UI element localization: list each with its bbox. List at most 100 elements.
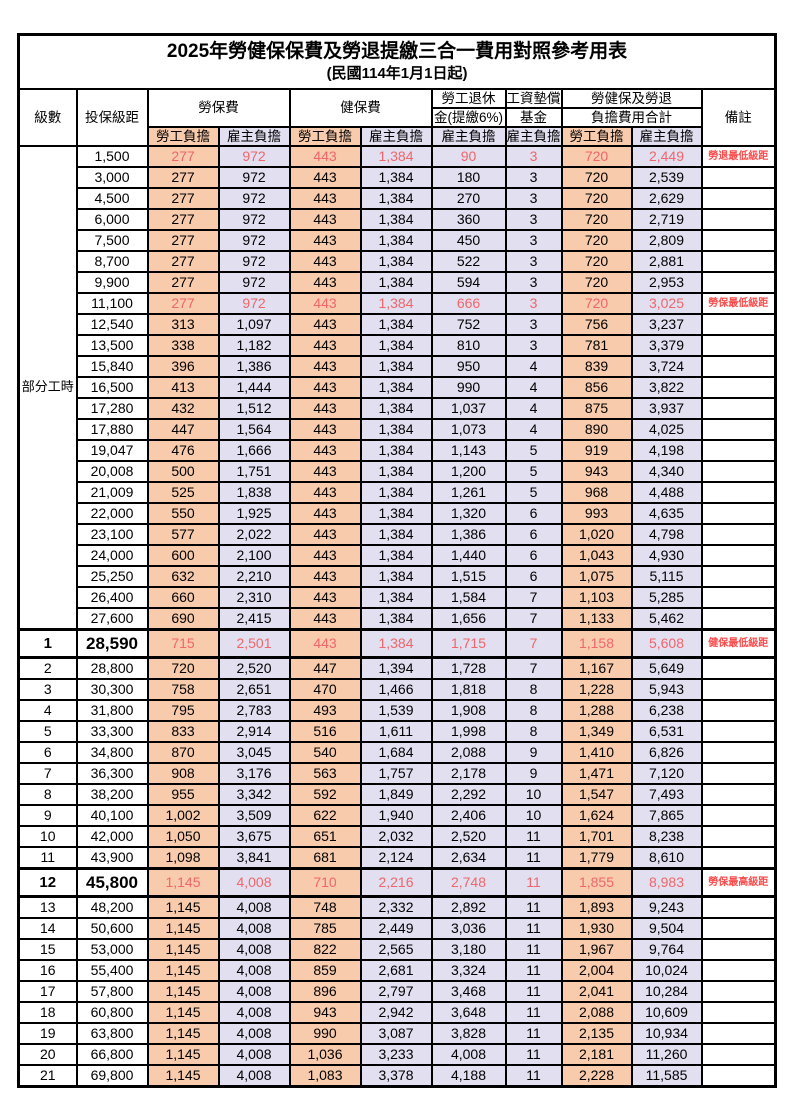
- cell-remark: [700, 439, 777, 462]
- title-block: 2025年勞健保保費及勞退提繳三合一費用對照參考用表 (民國114年1月1日起): [17, 33, 777, 90]
- cell-remark: [700, 544, 777, 567]
- cell-labor-employer: 4,008: [217, 1064, 291, 1088]
- cell-remark: [700, 699, 777, 722]
- cell-health-employee: 443: [288, 502, 362, 525]
- cell-bracket: 26,400: [75, 586, 149, 609]
- cell-bracket: 33,300: [75, 720, 149, 743]
- cell-pension-employer: 1,715: [430, 628, 507, 659]
- cell-health-employer: 1,384: [359, 502, 433, 525]
- cell-pension-employer: 180: [430, 166, 507, 189]
- cell-total-employer: 6,531: [630, 720, 703, 743]
- cell-bracket: 1,500: [75, 145, 149, 168]
- cell-pension-employer: 1,143: [430, 439, 507, 462]
- cell-bracket: 3,000: [75, 166, 149, 189]
- cell-labor-employer: 2,210: [217, 565, 291, 588]
- cell-labor-employer: 1,444: [217, 376, 291, 399]
- cell-total-employee: 2,135: [560, 1022, 633, 1045]
- cell-pension-employer: 2,520: [430, 825, 507, 848]
- header-row-3: 勞工負擔 雇主負擔 勞工負擔 雇主負擔 雇主負擔 雇主負擔 勞工負擔 雇主負擔: [19, 126, 776, 147]
- cell-labor-employer: 972: [217, 166, 291, 189]
- cell-health-employer: 1,384: [359, 481, 433, 504]
- cell-total-employer: 4,798: [630, 523, 703, 546]
- cell-level: 1: [17, 628, 78, 659]
- cell-fund-employer: 3: [504, 292, 563, 315]
- cell-health-employer: 1,466: [359, 678, 433, 701]
- cell-fund-employer: 8: [504, 699, 563, 722]
- cell-total-employee: 890: [560, 418, 633, 441]
- cell-health-employer: 2,449: [359, 917, 433, 940]
- cell-bracket: 31,800: [75, 699, 149, 722]
- table-row: 17 57,800 1,145 4,008 896 2,797 3,468 11 2,041 10…: [17, 980, 777, 1003]
- cell-labor-employer: 1,838: [217, 481, 291, 504]
- cell-bracket: 17,880: [75, 418, 149, 441]
- cell-health-employer: 1,384: [359, 460, 433, 483]
- cell-total-employer: 7,493: [630, 783, 703, 806]
- cell-health-employer: 1,539: [359, 699, 433, 722]
- cell-pension-employer: 1,320: [430, 502, 507, 525]
- cell-total-employee: 1,288: [560, 699, 633, 722]
- cell-labor-employee: 577: [146, 523, 220, 546]
- subheader-labor-employer: 雇主負擔: [217, 126, 291, 147]
- cell-total-employee: 839: [560, 355, 633, 378]
- cell-total-employee: 1,228: [560, 678, 633, 701]
- cell-remark: [700, 481, 777, 504]
- table-row: 3,000 277 972 443 1,384 180 3 720 2,539: [19, 166, 777, 189]
- cell-labor-employer: 1,097: [217, 313, 291, 336]
- cell-labor-employee: 908: [146, 762, 220, 785]
- cell-fund-employer: 11: [504, 917, 563, 940]
- subheader-fund-employer: 雇主負擔: [504, 126, 563, 147]
- cell-pension-employer: 1,656: [430, 607, 507, 631]
- cell-labor-employer: 4,008: [217, 938, 291, 961]
- cell-total-employee: 2,004: [560, 959, 633, 982]
- cell-pension-employer: 90: [430, 145, 507, 168]
- cell-pension-employer: 1,037: [430, 397, 507, 420]
- cell-level: 7: [17, 762, 78, 785]
- cell-remark: [700, 804, 777, 827]
- cell-bracket: 23,100: [75, 523, 149, 546]
- cell-level: 14: [17, 917, 78, 940]
- cell-remark: [700, 1043, 777, 1066]
- cell-labor-employee: 277: [146, 187, 220, 210]
- header-row-1: 級數 投保級距 勞保費 健保費 勞工退休 工資墊償 勞健保及勞退 備註: [17, 88, 777, 147]
- cell-level: 2: [17, 656, 78, 680]
- cell-level: 16: [17, 959, 78, 982]
- cell-total-employer: 8,610: [630, 846, 703, 870]
- cell-pension-employer: 4,008: [430, 1043, 507, 1066]
- cell-bracket: 53,000: [75, 938, 149, 961]
- cell-labor-employer: 2,520: [217, 656, 291, 680]
- cell-total-employer: 5,115: [630, 565, 703, 588]
- cell-labor-employee: 758: [146, 678, 220, 701]
- cell-health-employee: 651: [288, 825, 362, 848]
- cell-labor-employer: 2,501: [217, 628, 291, 659]
- cell-labor-employee: 1,145: [146, 980, 220, 1003]
- cell-health-employer: 1,384: [359, 271, 433, 294]
- cell-pension-employer: 360: [430, 208, 507, 231]
- cell-health-employer: 1,384: [359, 355, 433, 378]
- cell-health-employer: 2,797: [359, 980, 433, 1003]
- cell-total-employer: 4,488: [630, 481, 703, 504]
- cell-bracket: 4,500: [75, 187, 149, 210]
- cell-remark: [700, 271, 777, 294]
- cell-remark: [700, 502, 777, 525]
- cell-remark: [700, 355, 777, 378]
- cell-health-employee: 748: [288, 895, 362, 919]
- cell-fund-employer: 10: [504, 804, 563, 827]
- cell-health-employer: 2,032: [359, 825, 433, 848]
- cell-total-employee: 720: [560, 271, 633, 294]
- cell-pension-employer: 1,440: [430, 544, 507, 567]
- cell-total-employer: 4,198: [630, 439, 703, 462]
- cell-pension-employer: 594: [430, 271, 507, 294]
- table-row: 20,008 500 1,751 443 1,384 1,200 5 943 4,340: [19, 460, 777, 483]
- cell-bracket: 48,200: [75, 895, 149, 919]
- cell-bracket: 20,008: [75, 460, 149, 483]
- table-row: 17,880 447 1,564 443 1,384 1,073 4 890 4,025: [19, 418, 777, 441]
- cell-total-employee: 993: [560, 502, 633, 525]
- cell-total-employee: 1,471: [560, 762, 633, 785]
- cell-fund-employer: 9: [504, 741, 563, 764]
- col-header-pension-line2: 金(提繳6%): [430, 107, 507, 128]
- cell-labor-employer: 2,914: [217, 720, 291, 743]
- cell-remark: [700, 1001, 777, 1024]
- cell-total-employer: 2,629: [630, 187, 703, 210]
- col-header-labor-insurance: 勞保費: [146, 88, 291, 128]
- cell-total-employer: 5,943: [630, 678, 703, 701]
